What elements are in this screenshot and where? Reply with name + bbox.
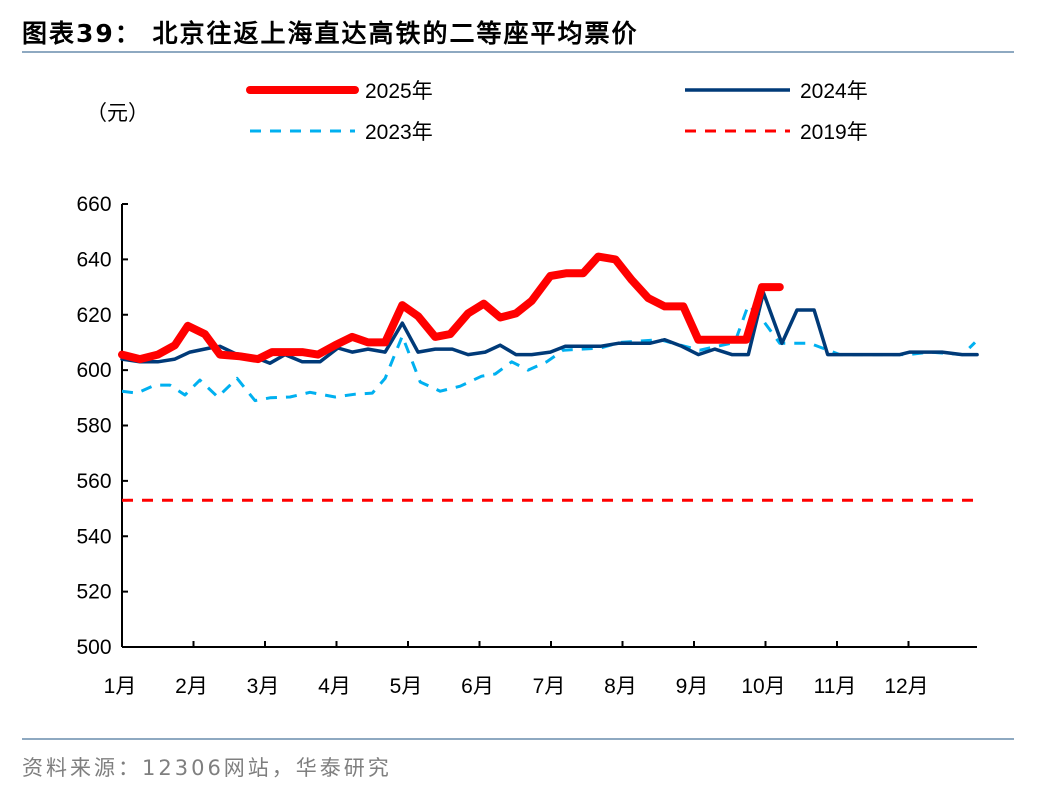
legend-label: 2025年 — [365, 80, 433, 103]
y-tick-label: 540 — [76, 525, 111, 548]
x-tick-label: 9月 — [676, 675, 709, 698]
x-tick-label: 2月 — [175, 675, 208, 698]
x-tick-label: 4月 — [318, 675, 351, 698]
title-divider — [22, 51, 1014, 53]
x-tick-label: 3月 — [247, 675, 280, 698]
x-tick-label: 10月 — [741, 675, 785, 698]
legend: 2025年 2024年 2023年 2019年 — [246, 80, 868, 144]
y-tick-label: 600 — [76, 359, 111, 382]
series-line-2025年 — [118, 252, 784, 364]
footer-divider — [22, 738, 1014, 740]
legend-label: 2024年 — [800, 80, 868, 103]
y-axis-label: （元） — [86, 102, 149, 125]
y-tick-label: 660 — [76, 193, 111, 216]
legend-label: 2023年 — [365, 121, 433, 144]
y-tick-label: 520 — [76, 581, 111, 604]
x-tick-label: 7月 — [533, 675, 566, 698]
axes: 500 520 540 560 580 600 620 640 660 1月 2月 3月 4月 5月 6月 7… — [76, 193, 977, 698]
y-tick-label: 560 — [76, 470, 111, 493]
x-tick-label: 6月 — [461, 675, 494, 698]
figure-title: 图表39： 北京往返上海直达高铁的二等座平均票价 — [22, 19, 639, 48]
legend-label: 2019年 — [800, 121, 868, 144]
x-tick-label: 11月 — [814, 675, 857, 698]
x-tick-label: 5月 — [390, 675, 423, 698]
series-lines — [118, 252, 979, 502]
y-tick-label: 620 — [76, 304, 111, 327]
series-line-2024年 — [120, 290, 979, 365]
x-tick-label: 1月 — [104, 675, 137, 698]
x-tick-label: 12月 — [884, 675, 928, 698]
y-tick-label: 500 — [76, 636, 111, 659]
x-tick-label: 8月 — [604, 675, 637, 698]
source-note: 资料来源：12306网站，华泰研究 — [22, 756, 392, 780]
y-tick-label: 580 — [76, 415, 111, 438]
y-tick-label: 640 — [76, 248, 111, 271]
series-line-2023年 — [121, 303, 977, 403]
